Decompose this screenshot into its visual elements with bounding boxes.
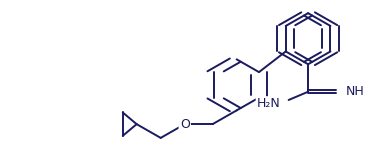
Text: H₂N: H₂N [257, 97, 281, 110]
Text: NH: NH [346, 85, 364, 98]
Text: O: O [180, 118, 190, 131]
